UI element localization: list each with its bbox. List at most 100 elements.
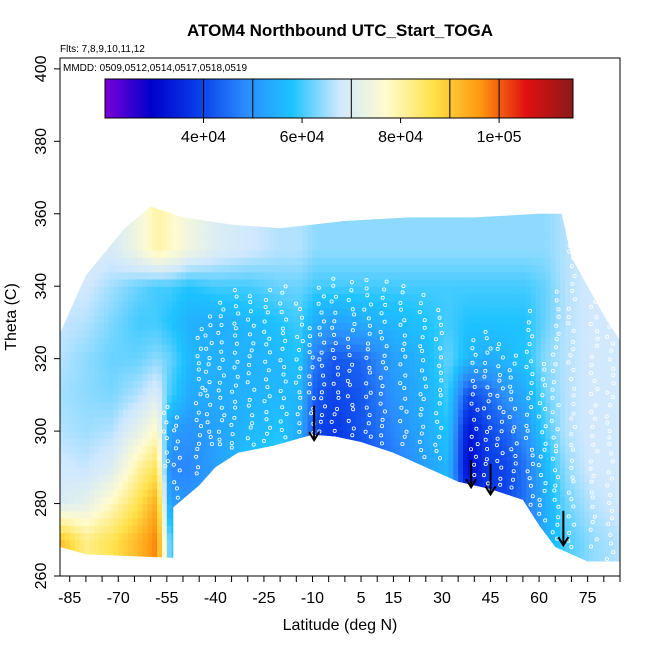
heatmap-cell	[259, 452, 265, 461]
heatmap-cell	[147, 409, 153, 418]
heatmap-cell	[128, 279, 134, 287]
heatmap-cell	[263, 300, 270, 309]
heatmap-cell	[196, 452, 202, 461]
heatmap-cell	[492, 242, 498, 251]
heatmap-cell	[521, 518, 527, 526]
heatmap-cell	[244, 510, 250, 519]
heatmap-cell	[312, 242, 318, 251]
heatmap-cell	[342, 192, 348, 200]
heatmap-cell	[244, 336, 250, 345]
heatmap-cell	[137, 387, 144, 396]
heatmap-cell	[142, 250, 148, 258]
heatmap-cell	[385, 510, 391, 519]
heatmap-cell	[521, 467, 527, 476]
heatmap-cell	[307, 510, 314, 519]
heatmap-cell	[414, 344, 420, 352]
heatmap-cell	[375, 221, 382, 229]
heatmap-cell	[64, 351, 71, 360]
heatmap-cell	[254, 416, 260, 425]
heatmap-cell	[205, 547, 212, 555]
heatmap-cell	[142, 387, 148, 396]
heatmap-cell	[395, 467, 401, 476]
heatmap-cell	[215, 213, 221, 222]
heatmap-cell	[196, 481, 202, 490]
heatmap-cell	[516, 264, 522, 273]
heatmap-cell	[361, 525, 367, 534]
heatmap-cell	[118, 315, 124, 323]
heatmap-cell	[477, 423, 484, 432]
heatmap-cell	[166, 235, 173, 244]
heatmap-cell	[74, 336, 81, 345]
heatmap-cell	[196, 431, 202, 439]
heatmap-cell	[467, 315, 474, 323]
heatmap-cell	[220, 387, 226, 396]
heatmap-cell	[64, 438, 71, 447]
heatmap-cell	[351, 358, 357, 367]
heatmap-cell	[200, 293, 207, 302]
heatmap-cell	[458, 380, 464, 389]
heatmap-cell	[186, 525, 192, 534]
heatmap-cell	[322, 315, 328, 323]
heatmap-cell	[487, 344, 493, 352]
heatmap-cell	[472, 307, 479, 316]
heatmap-cell	[142, 286, 148, 294]
heatmap-cell	[482, 257, 488, 265]
heatmap-cell	[259, 445, 265, 454]
heatmap-cell	[94, 394, 100, 403]
heatmap-cell	[307, 474, 314, 483]
heatmap-cell	[331, 344, 338, 352]
heatmap-cell	[220, 315, 226, 323]
heatmap-cell	[210, 431, 216, 439]
heatmap-cell	[463, 467, 469, 476]
heatmap-cell	[429, 510, 435, 519]
heatmap-cell	[346, 554, 352, 562]
heatmap-cell	[521, 307, 527, 316]
heatmap-cell	[60, 322, 66, 331]
heatmap-cell	[467, 286, 474, 294]
heatmap-cell	[273, 518, 280, 526]
heatmap-cell	[249, 329, 255, 338]
heatmap-cell	[123, 235, 129, 244]
heatmap-cell	[511, 445, 518, 454]
heatmap-cell	[487, 423, 493, 432]
heatmap-cell	[229, 402, 236, 410]
heatmap-cell	[497, 554, 503, 562]
heatmap-cell	[336, 365, 343, 374]
heatmap-cell	[327, 423, 333, 432]
heatmap-cell	[453, 192, 459, 200]
heatmap-cell	[297, 380, 304, 389]
heatmap-cell	[288, 336, 294, 345]
heatmap-cell	[341, 329, 348, 338]
heatmap-cell	[137, 365, 144, 374]
heatmap-cell	[327, 539, 333, 548]
heatmap-cell	[79, 206, 85, 208]
heatmap-cell	[327, 460, 333, 468]
heatmap-cell	[463, 503, 469, 512]
heatmap-cell	[64, 373, 71, 381]
heatmap-cell	[482, 235, 488, 244]
heatmap-cell	[365, 293, 372, 302]
heatmap-cell	[443, 554, 450, 562]
dates-annotation: MMDD: 0509,0512,0514,0517,0518,0519	[63, 63, 247, 74]
heatmap-cell	[210, 474, 216, 483]
heatmap-cell	[448, 322, 454, 331]
heatmap-cell	[395, 474, 401, 483]
heatmap-cell	[293, 373, 299, 381]
heatmap-cell	[186, 431, 192, 439]
heatmap-cell	[419, 510, 425, 519]
heatmap-cell	[516, 235, 522, 244]
heatmap-cell	[429, 206, 435, 215]
heatmap-cell	[176, 460, 182, 468]
heatmap-cell	[205, 315, 212, 323]
heatmap-cell	[419, 293, 425, 302]
heatmap-cell	[351, 554, 357, 562]
heatmap-cell	[463, 344, 469, 352]
heatmap-cell	[448, 235, 454, 244]
heatmap-cell	[200, 228, 207, 237]
heatmap-cell	[113, 221, 119, 229]
heatmap-cell	[438, 445, 445, 454]
heatmap-cell	[346, 213, 352, 222]
heatmap-cell	[497, 235, 503, 244]
heatmap-cell	[113, 489, 119, 497]
heatmap-cell	[293, 300, 299, 309]
